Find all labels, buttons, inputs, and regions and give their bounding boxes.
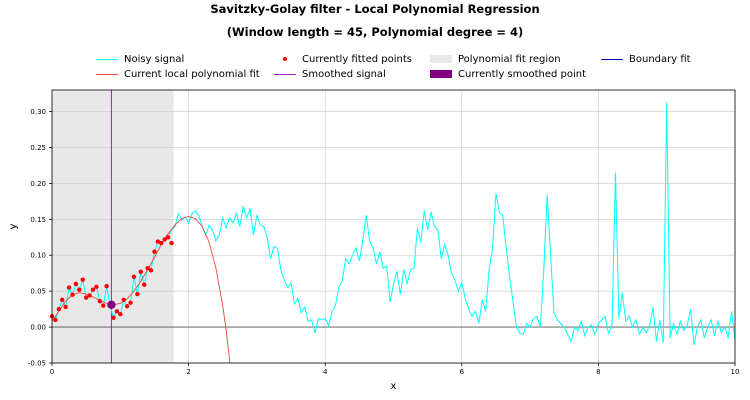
y-tick-label: -0.05 [28, 360, 46, 368]
legend-swatch-smoothed-point [430, 68, 452, 80]
fitted-point [73, 281, 79, 287]
legend-label-noisy-signal: Noisy signal [124, 53, 185, 65]
fitted-point [87, 293, 92, 298]
legend-swatch-smoothed-signal [274, 68, 296, 80]
fit-region [52, 90, 174, 363]
fitted-point [118, 311, 123, 317]
fitted-point [121, 297, 126, 302]
y-tick-label: 0.15 [30, 216, 46, 224]
x-axis-label: x [391, 381, 397, 392]
y-tick-label: 0.20 [30, 180, 46, 188]
fitted-point [165, 235, 171, 240]
fitted-point [131, 274, 137, 279]
fitted-point [111, 315, 116, 320]
y-tick-label: 0.10 [30, 252, 46, 260]
x-tick-label: 0 [50, 368, 54, 376]
fitted-point [104, 283, 109, 289]
smoothed-point [107, 300, 116, 310]
fitted-point [94, 284, 99, 290]
fitted-point [159, 240, 164, 246]
fitted-point [128, 300, 133, 305]
fitted-point [152, 249, 157, 254]
fitted-point [66, 285, 72, 290]
legend-swatch-local-fit [96, 68, 118, 80]
y-tick-label: 0.30 [30, 108, 46, 116]
legend-swatch-noisy-signal [96, 53, 118, 65]
fitted-point [145, 265, 150, 271]
legend-item-local-fit: Current local polynomial fit [96, 67, 260, 81]
fitted-point [77, 287, 82, 292]
fitted-point [162, 237, 167, 242]
fitted-point [60, 297, 65, 302]
chart-title: Savitzky-Golay filter - Local Polynomial… [210, 2, 540, 16]
y-tick-label: 0.25 [30, 144, 46, 152]
fitted-point [124, 304, 130, 309]
fitted-point [63, 304, 68, 310]
y-tick-label: 0.05 [30, 288, 46, 296]
fitted-point [155, 239, 161, 244]
y-axis-label: y [8, 223, 19, 229]
legend-label-smoothed-signal: Smoothed signal [302, 68, 386, 80]
legend-swatch-fitted-points [274, 53, 296, 65]
x-tick-label: 4 [323, 368, 328, 376]
fitted-point [80, 277, 85, 282]
legend-label-boundary-fit: Boundary fit [629, 53, 691, 65]
fitted-point [56, 306, 62, 312]
legend-swatch-fit-region [430, 53, 452, 65]
fitted-point [90, 287, 96, 292]
legend: Noisy signal Current local polynomial fi… [0, 52, 750, 84]
chart-subtitle: (Window length = 45, Polynomial degree =… [226, 25, 524, 39]
x-tick-label: 2 [186, 368, 190, 376]
fitted-point [138, 269, 143, 274]
fitted-point [114, 309, 120, 314]
fitted-point [169, 240, 174, 246]
fitted-point [83, 295, 89, 300]
fitted-point [53, 317, 58, 323]
fitted-point [148, 268, 154, 273]
legend-label-smoothed-point: Currently smoothed point [458, 68, 587, 80]
y-tick-label: 0.00 [30, 324, 46, 332]
plot-frame [51, 89, 736, 364]
legend-label-local-fit: Current local polynomial fit [124, 68, 260, 80]
legend-item-boundary-fit: Boundary fit [601, 52, 691, 66]
x-tick-label: 10 [731, 368, 740, 376]
legend-item-smoothed-signal: Smoothed signal [274, 67, 386, 81]
fitted-point [135, 291, 140, 297]
legend-label-fitted-points: Currently fitted points [302, 53, 412, 65]
legend-item-fit-region: Polynomial fit region [430, 52, 561, 66]
legend-label-fit-region: Polynomial fit region [458, 53, 561, 65]
x-tick-label: 6 [460, 368, 465, 376]
fitted-point [142, 282, 147, 287]
fitted-point [101, 303, 106, 308]
fitted-point [97, 299, 103, 304]
x-tick-label: 8 [596, 368, 600, 376]
legend-item-smoothed-point: Currently smoothed point [430, 67, 586, 81]
fitted-point [70, 292, 75, 297]
legend-item-noisy-signal: Noisy signal [96, 52, 184, 66]
legend-swatch-boundary-fit [601, 53, 623, 65]
legend-item-fitted-points: Currently fitted points [274, 52, 412, 66]
